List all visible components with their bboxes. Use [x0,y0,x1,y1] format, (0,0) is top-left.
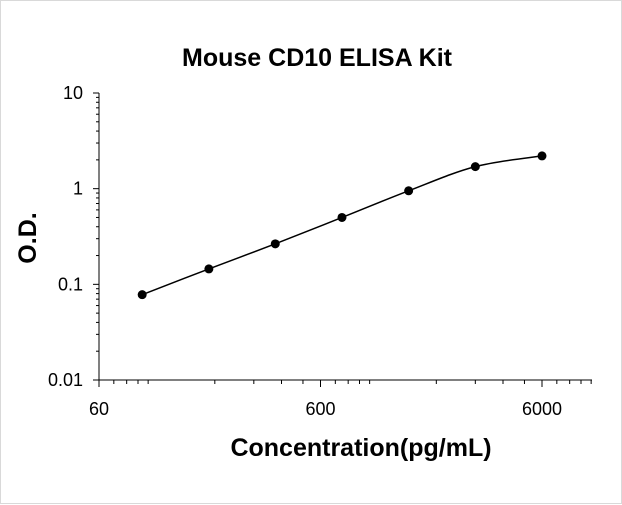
y-tick-label: 1 [73,179,83,199]
data-point [404,186,414,196]
axis-ticks [93,92,592,387]
x-tick-label: 6000 [522,399,562,419]
x-axis-title: Concentration(pg/mL) [230,434,491,462]
data-point [137,290,147,300]
y-axis-title: O.D. [14,212,42,263]
data-point [204,264,214,274]
data-point [537,151,547,161]
fit-curve [141,155,543,296]
data-point [470,162,480,172]
data-points [137,151,547,300]
data-point [337,212,347,222]
y-tick-label: 0.1 [58,274,83,294]
data-point [270,239,280,249]
y-tick-label: 10 [63,83,83,103]
chart-title: Mouse CD10 ELISA Kit [182,44,453,72]
tick-labels: 10 1 0.1 0.01 60 600 6000 [48,83,562,419]
y-tick-label: 0.01 [48,370,83,390]
x-tick-label: 600 [305,399,335,419]
x-tick-label: 60 [89,399,109,419]
